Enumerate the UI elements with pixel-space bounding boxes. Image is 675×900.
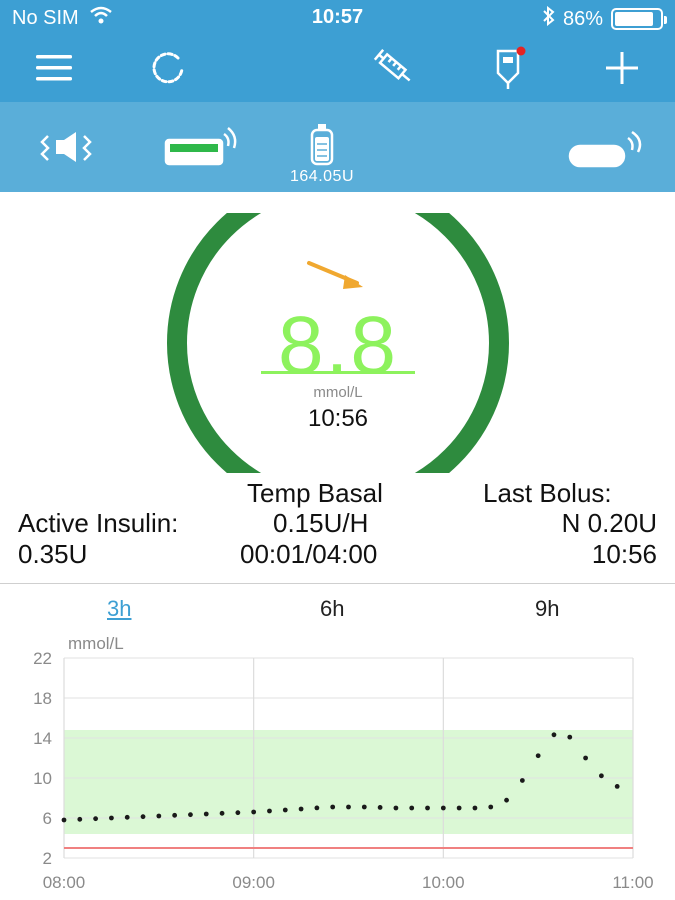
glucose-point	[393, 805, 399, 811]
glucose-point	[614, 783, 620, 789]
glucose-ring	[167, 213, 509, 473]
glucose-time: 10:56	[307, 405, 369, 432]
temp-basal-rate: 0.15U/H	[273, 508, 369, 538]
glucose-point	[172, 812, 178, 818]
y-axis-label: mmol/L	[68, 634, 124, 653]
temp-basal-label: Temp Basal	[247, 478, 383, 508]
glucose-chart: 22 18 14 10 6 2 08:00 09:00 10:00 11:00 mmol/L	[33, 634, 654, 892]
glucose-point	[93, 816, 99, 822]
glucose-point	[156, 813, 162, 819]
glucose-point	[409, 805, 415, 811]
glucose-point	[140, 814, 146, 820]
glucose-point	[456, 805, 462, 811]
last-bolus-time: 10:56	[591, 539, 657, 569]
y-tick-label: 22	[33, 649, 52, 668]
glucose-point	[203, 811, 209, 817]
glucose-point	[282, 807, 288, 813]
x-tick-label: 11:00	[612, 873, 653, 892]
wifi-icon	[89, 6, 113, 30]
tab-3h[interactable]: 3h	[107, 596, 132, 621]
tab-6h[interactable]: 6h	[320, 596, 345, 621]
glucose-point	[472, 805, 478, 811]
y-tick-label: 18	[33, 689, 52, 708]
device-bar: 164.05U	[0, 102, 675, 192]
glucose-point	[235, 810, 241, 816]
carrier-label: No SIM	[12, 6, 79, 29]
glucose-point	[298, 806, 304, 812]
glucose-gauge: 8.8 mmol/L 10:56	[165, 213, 511, 473]
glucose-point	[535, 753, 541, 759]
glucose-point	[188, 812, 193, 818]
glucose-unit: mmol/L	[313, 384, 363, 401]
glucose-point	[251, 809, 257, 815]
glucose-point	[440, 805, 446, 811]
glucose-point	[77, 816, 83, 822]
menu-icon[interactable]	[30, 44, 78, 92]
glucose-point	[267, 808, 272, 814]
glucose-point	[567, 734, 573, 740]
glucose-point	[61, 817, 67, 823]
glucose-point	[330, 804, 336, 810]
glucose-meter-icon[interactable]	[486, 44, 534, 92]
trend-arrow-down-right-icon	[305, 257, 369, 296]
cgm-sensor-icon[interactable]	[566, 126, 650, 170]
tab-9h[interactable]: 9h	[535, 596, 560, 621]
section-divider	[0, 583, 675, 584]
glucose-point	[314, 805, 320, 811]
pump-connected-icon[interactable]	[162, 124, 242, 168]
y-tick-label: 6	[43, 809, 52, 828]
status-bar: No SIM 10:57 86%	[0, 0, 675, 34]
reservoir-units: 164.05U	[290, 168, 354, 185]
glucose-point	[488, 804, 494, 810]
battery-icon	[611, 8, 667, 30]
x-tick-label: 08:00	[43, 873, 86, 892]
bluetooth-icon	[543, 5, 555, 32]
glucose-point	[425, 805, 430, 811]
nav-bar	[0, 34, 675, 102]
temp-basal-duration: 00:01/04:00	[240, 539, 378, 569]
glucose-point	[346, 804, 351, 810]
glucose-value-underline	[261, 371, 415, 374]
glucose-point	[124, 814, 130, 820]
battery-percent: 86%	[562, 7, 603, 30]
glucose-point	[219, 810, 225, 816]
glucose-point	[519, 778, 525, 783]
add-icon[interactable]	[598, 44, 646, 92]
last-bolus-value: N 0.20U	[561, 508, 657, 538]
glucose-point	[598, 773, 604, 779]
glucose-point	[504, 797, 509, 803]
pump-speaker-icon[interactable]	[36, 128, 100, 166]
active-insulin-label: Active Insulin:	[18, 508, 179, 538]
y-tick-label: 14	[33, 729, 52, 748]
glucose-point	[583, 755, 588, 761]
active-insulin-value: 0.35U	[18, 539, 88, 569]
x-tick-label: 10:00	[422, 873, 465, 892]
status-left: No SIM	[12, 6, 113, 30]
glucose-point	[361, 804, 367, 810]
glucose-point	[109, 815, 114, 821]
syringe-icon[interactable]	[370, 44, 418, 92]
glucose-point	[551, 732, 557, 738]
x-tick-label: 09:00	[232, 873, 275, 892]
last-bolus-label: Last Bolus:	[483, 478, 612, 508]
battery-level	[615, 12, 653, 26]
y-tick-label: 10	[33, 769, 52, 788]
clock: 10:57	[311, 6, 364, 28]
y-tick-label: 2	[43, 849, 52, 868]
glucose-point	[377, 805, 383, 810]
glucose-value: 8.8	[278, 300, 398, 391]
status-right: 86%	[543, 5, 667, 32]
insulin-reservoir-icon[interactable]: 164.05U	[290, 122, 354, 186]
refresh-icon[interactable]	[144, 44, 192, 92]
